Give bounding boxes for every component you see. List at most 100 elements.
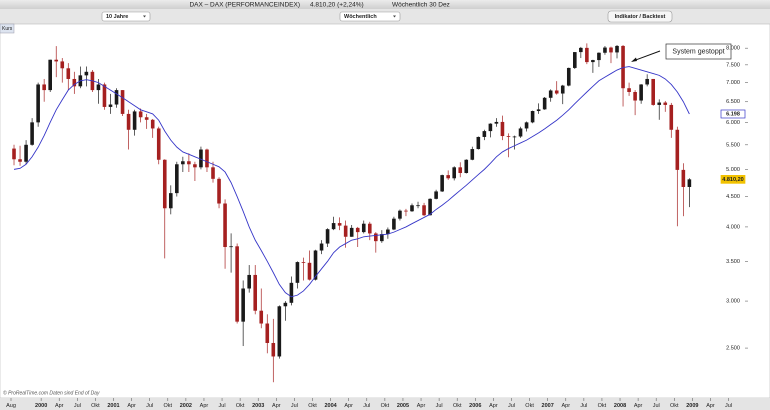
x-tick-label: Jul: [653, 403, 660, 409]
y-tick-label: 6.000: [726, 120, 740, 126]
x-tick-label: Apr: [344, 403, 353, 409]
candle-body: [518, 128, 523, 137]
x-tick-label: Okt: [308, 403, 317, 409]
candle-body: [150, 119, 155, 129]
y-tick-label: 4.000: [726, 224, 740, 230]
candle-body: [114, 90, 119, 105]
candle-body: [36, 84, 40, 123]
x-tick-label: Aug: [6, 403, 16, 409]
window-title: DAX – DAX (PERFORMANCEINDEX): [189, 2, 300, 9]
x-axis-band: [0, 398, 770, 410]
candle-body: [560, 85, 565, 94]
candle-body: [42, 84, 46, 91]
x-tick-label: Okt: [381, 403, 390, 409]
candle-body: [380, 234, 384, 242]
candle-body: [675, 129, 680, 170]
candle-body: [66, 68, 71, 79]
x-tick-label: Apr: [272, 403, 281, 409]
candle-body: [464, 159, 469, 174]
x-tick-label: Okt: [163, 403, 172, 409]
candle-body: [156, 128, 161, 160]
candle-body: [506, 136, 511, 137]
candle-body: [205, 149, 209, 168]
x-tick-label: Jul: [219, 403, 226, 409]
candle-body: [657, 102, 662, 105]
x-tick-label: 2001: [107, 403, 119, 409]
price-marker-label: 4.810,20: [722, 177, 743, 183]
candle-body: [374, 233, 378, 242]
candle-body: [355, 227, 360, 233]
annotation: System gestoppt: [672, 49, 724, 56]
x-tick-label: 2000: [35, 403, 47, 409]
dropdown-arrow: [143, 15, 146, 18]
candle-body: [18, 159, 22, 162]
candle-body: [404, 210, 408, 212]
x-tick-label: Okt: [670, 403, 679, 409]
x-tick-label: 2008: [614, 403, 626, 409]
x-tick-label: Jul: [291, 403, 298, 409]
candle-body: [313, 250, 318, 280]
x-tick-label: 2002: [180, 403, 192, 409]
x-tick-label: Apr: [489, 403, 498, 409]
candle-body: [482, 131, 487, 137]
candle-body: [247, 274, 251, 289]
candle-body: [235, 246, 239, 322]
title-bar: [0, 0, 770, 9]
y-tick-label: 3.500: [726, 259, 740, 265]
annotation-arrow: [632, 50, 661, 62]
x-tick-label: Apr: [706, 403, 715, 409]
x-tick-label: Jul: [725, 403, 732, 409]
candle-body: [422, 205, 426, 216]
candle-body: [512, 136, 517, 138]
x-tick-label: Jul: [436, 403, 443, 409]
range-value: 10 Jahre: [106, 14, 128, 20]
x-tick-label: Apr: [417, 403, 426, 409]
candle-body: [573, 52, 577, 68]
range-dropdown[interactable]: [101, 11, 151, 22]
x-tick-label: Jul: [74, 403, 81, 409]
candle-body: [470, 149, 475, 160]
candle-body: [265, 323, 270, 343]
candle-body: [325, 229, 330, 244]
button-label: Indikator / Backtest: [615, 14, 666, 20]
candle-body: [398, 210, 402, 219]
candle-body: [633, 91, 637, 101]
x-tick-label: Jul: [146, 403, 153, 409]
candle-body: [271, 342, 276, 357]
x-tick-label: Okt: [598, 403, 607, 409]
y-tick-label: 4.500: [726, 194, 740, 200]
x-tick-label: Apr: [561, 403, 570, 409]
panel-tab[interactable]: [0, 23, 15, 34]
candle-body: [253, 274, 258, 311]
candle-body: [500, 121, 505, 137]
candle-body: [138, 111, 143, 118]
candle-body: [476, 136, 481, 150]
candle-body: [72, 78, 77, 87]
interval-dropdown[interactable]: [339, 11, 401, 22]
candle-body: [337, 223, 342, 226]
period: Wöchentlich 30 Dez: [392, 2, 450, 9]
candle-body: [615, 45, 619, 53]
x-tick-label: Apr: [55, 403, 64, 409]
x-tick-label: 2004: [324, 403, 337, 409]
candle-body: [603, 47, 607, 53]
candle-body: [331, 223, 336, 230]
candle-body: [687, 179, 692, 187]
x-tick-label: 2007: [542, 403, 554, 409]
candle-body: [241, 288, 245, 322]
candle-body: [579, 47, 583, 53]
candle-body: [621, 45, 625, 89]
indicator-button[interactable]: [607, 10, 673, 23]
candle-body: [494, 121, 499, 124]
candle-body: [60, 61, 65, 69]
candle-body: [651, 78, 655, 105]
quote: 4.810,20 (+2,24%): [310, 2, 364, 9]
candle-body: [627, 88, 631, 92]
candle-body: [488, 123, 493, 132]
candle-body: [669, 104, 674, 130]
candle-body: [392, 218, 396, 230]
arrow-head: [631, 57, 637, 62]
candle-body: [416, 205, 420, 207]
candle-body: [452, 167, 457, 179]
